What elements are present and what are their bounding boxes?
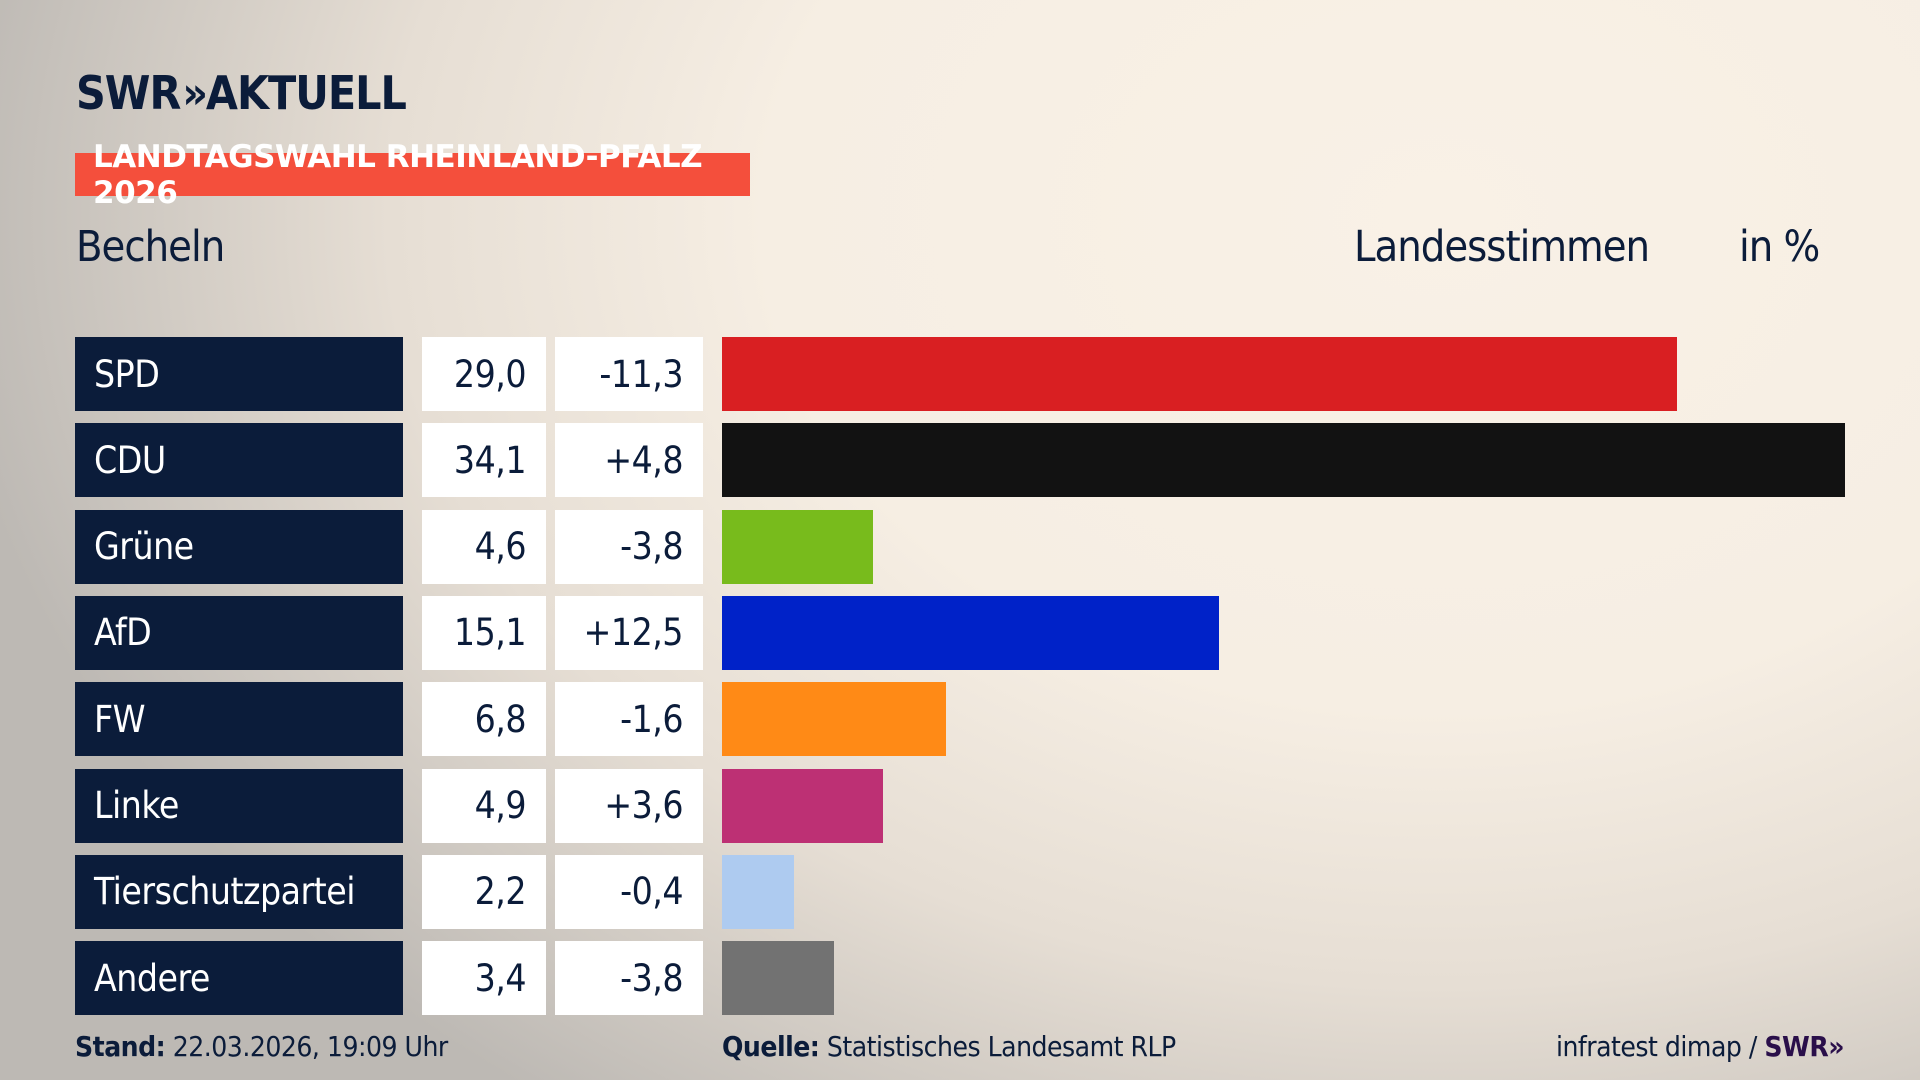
source-label: Quelle: <box>722 1030 820 1063</box>
party-label: Andere <box>75 941 403 1016</box>
result-row: Linke 4,9 +3,6 <box>75 768 1875 843</box>
swr-aktuell-logo: SWR » AKTUELL <box>76 66 407 120</box>
result-row: SPD 29,0 -11,3 <box>75 337 1875 411</box>
stand-label: Stand: <box>75 1030 166 1063</box>
value-label: 15,1 <box>422 595 546 670</box>
bar-grüne <box>722 509 874 584</box>
change-label: +4,8 <box>555 423 703 498</box>
change-label: -1,6 <box>555 682 703 757</box>
party-label: Tierschutzpartei <box>75 854 403 929</box>
credit: infratest dimap / SWR» <box>1555 1030 1845 1063</box>
unit-label: in % <box>1739 222 1820 272</box>
election-banner: LANDTAGSWAHL RHEINLAND-PFALZ 2026 <box>75 139 750 211</box>
value-label: 2,2 <box>422 854 546 929</box>
result-row: Grüne 4,6 -3,8 <box>75 509 1875 584</box>
credit-swr-logo: SWR» <box>1764 1030 1844 1063</box>
bar-linke <box>722 768 884 843</box>
logo-swr: SWR <box>76 66 181 120</box>
timestamp: Stand: 22.03.2026, 19:09 Uhr <box>75 1030 448 1063</box>
value-label: 4,6 <box>422 509 546 584</box>
change-label: +3,6 <box>555 768 703 843</box>
value-label: 4,9 <box>422 768 546 843</box>
change-label: -11,3 <box>555 337 703 411</box>
bar-cdu <box>722 423 1845 498</box>
stand-value: 22.03.2026, 19:09 Uhr <box>172 1030 449 1063</box>
change-label: +12,5 <box>555 595 703 670</box>
change-label: -0,4 <box>555 854 703 929</box>
bar-spd <box>722 337 1678 411</box>
value-label: 6,8 <box>422 682 546 757</box>
party-label: SPD <box>75 337 403 411</box>
party-label: CDU <box>75 423 403 498</box>
bar-afd <box>722 595 1220 670</box>
value-label: 34,1 <box>422 423 546 498</box>
credit-text: infratest dimap / <box>1555 1030 1757 1063</box>
change-label: -3,8 <box>555 941 703 1016</box>
bar-andere <box>722 941 834 1016</box>
value-label: 29,0 <box>422 337 546 411</box>
result-row: Tierschutzpartei 2,2 -0,4 <box>75 854 1875 929</box>
location-title: Becheln <box>76 222 225 272</box>
vote-type-label: Landesstimmen <box>1354 222 1650 272</box>
bar-fw <box>722 682 946 757</box>
result-row: Andere 3,4 -3,8 <box>75 941 1875 1016</box>
source-value: Statistisches Landesamt RLP <box>826 1030 1176 1063</box>
party-label: Linke <box>75 768 403 843</box>
result-row: AfD 15,1 +12,5 <box>75 595 1875 670</box>
result-row: CDU 34,1 +4,8 <box>75 423 1875 498</box>
source: Quelle: Statistisches Landesamt RLP <box>722 1030 1176 1063</box>
value-label: 3,4 <box>422 941 546 1016</box>
party-label: FW <box>75 682 403 757</box>
party-label: Grüne <box>75 509 403 584</box>
chevrons-icon: » <box>182 67 207 119</box>
party-label: AfD <box>75 595 403 670</box>
logo-aktuell: AKTUELL <box>205 66 407 120</box>
result-row: FW 6,8 -1,6 <box>75 682 1875 757</box>
change-label: -3,8 <box>555 509 703 584</box>
bar-tierschutzpartei <box>722 854 795 929</box>
